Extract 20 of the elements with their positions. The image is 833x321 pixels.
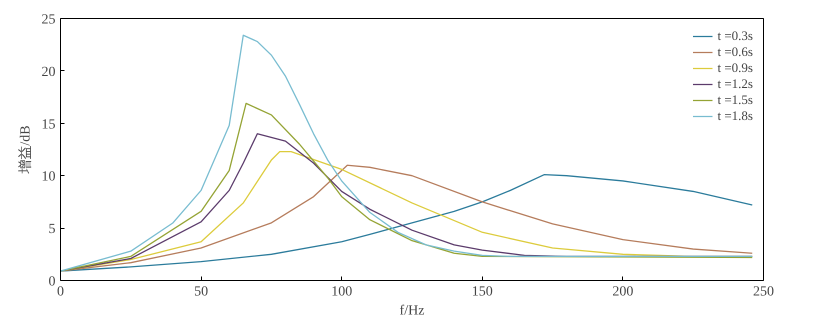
- legend-label: t =1.5s: [717, 92, 753, 108]
- x-tick-label: 250: [753, 284, 774, 300]
- legend-label: t =0.6s: [717, 44, 753, 60]
- y-tick-label: 25: [42, 12, 56, 28]
- legend-label: t =0.3s: [717, 28, 753, 44]
- legend-label: t =0.9s: [717, 60, 753, 76]
- legend-label: t =1.2s: [717, 76, 753, 92]
- y-axis-title: 增益/dB: [18, 125, 34, 175]
- x-axis-title: f/Hz: [400, 304, 424, 318]
- y-tick-label: 0: [48, 274, 56, 290]
- y-tick-label: 15: [42, 117, 56, 132]
- x-tick-label: 100: [331, 284, 352, 300]
- legend-label: t =1.8s: [717, 108, 753, 124]
- y-tick-label: 10: [42, 170, 56, 185]
- y-tick-label: 5: [48, 222, 56, 238]
- x-tick-label: 50: [194, 284, 208, 300]
- line-series: [60, 102, 753, 272]
- x-tick-label: 150: [472, 284, 493, 300]
- y-tick-label: 20: [42, 64, 56, 80]
- x-tick-label: 200: [612, 284, 634, 300]
